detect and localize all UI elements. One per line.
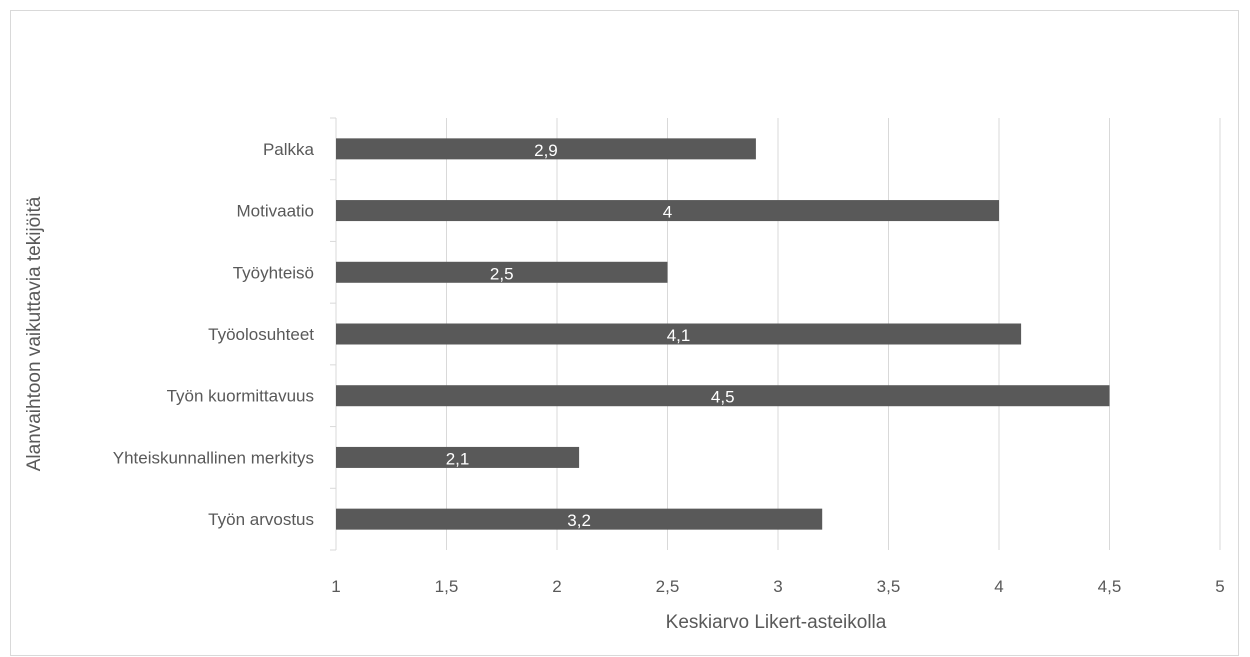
category-label: Palkka	[263, 140, 315, 159]
category-label: Työn arvostus	[208, 510, 314, 529]
bar	[336, 385, 1110, 407]
data-label: 4	[663, 203, 672, 222]
data-label: 4,1	[667, 326, 691, 345]
data-label: 4,5	[711, 388, 735, 407]
data-label: 2,5	[490, 264, 514, 283]
category-label: Motivaatio	[237, 202, 314, 221]
data-label: 2,9	[534, 141, 558, 160]
category-axis	[330, 117, 337, 551]
x-tick-label: 3	[773, 577, 782, 596]
category-label: Yhteiskunnallinen merkitys	[113, 448, 314, 467]
bar	[336, 323, 1022, 345]
bar	[336, 446, 580, 468]
y-axis-title: Alanvaihtoon vaikuttavia tekijöitä	[24, 196, 45, 471]
x-tick-label: 1,5	[435, 577, 459, 596]
x-tick-label: 2	[552, 577, 561, 596]
bar	[336, 261, 668, 283]
data-labels: 2,9 4 2,5 4,1 4,5 2,1 3,2	[446, 141, 735, 530]
category-label: Työyhteisö	[233, 263, 314, 282]
x-tick-label: 3,5	[877, 577, 901, 596]
category-label: Työolosuhteet	[208, 325, 314, 344]
x-tick-label: 4	[994, 577, 1003, 596]
x-tick-label: 2,5	[656, 577, 680, 596]
data-label: 2,1	[446, 449, 470, 468]
x-axis-title: Keskiarvo Likert-asteikolla	[666, 612, 887, 633]
bar	[336, 200, 999, 222]
x-tick-labels: 1 1,5 2 2,5 3 3,5 4 4,5 5	[331, 577, 1224, 596]
category-labels: Palkka Motivaatio Työyhteisö Työolosuhteet T…	[113, 140, 315, 529]
x-tick-label: 5	[1215, 577, 1224, 596]
bar	[336, 508, 823, 530]
bars	[336, 138, 1110, 530]
x-tick-label: 1	[331, 577, 340, 596]
category-label: Työn kuormittavuus	[167, 387, 314, 406]
bar	[336, 138, 756, 160]
x-tick-label: 4,5	[1098, 577, 1122, 596]
data-label: 3,2	[567, 511, 591, 530]
